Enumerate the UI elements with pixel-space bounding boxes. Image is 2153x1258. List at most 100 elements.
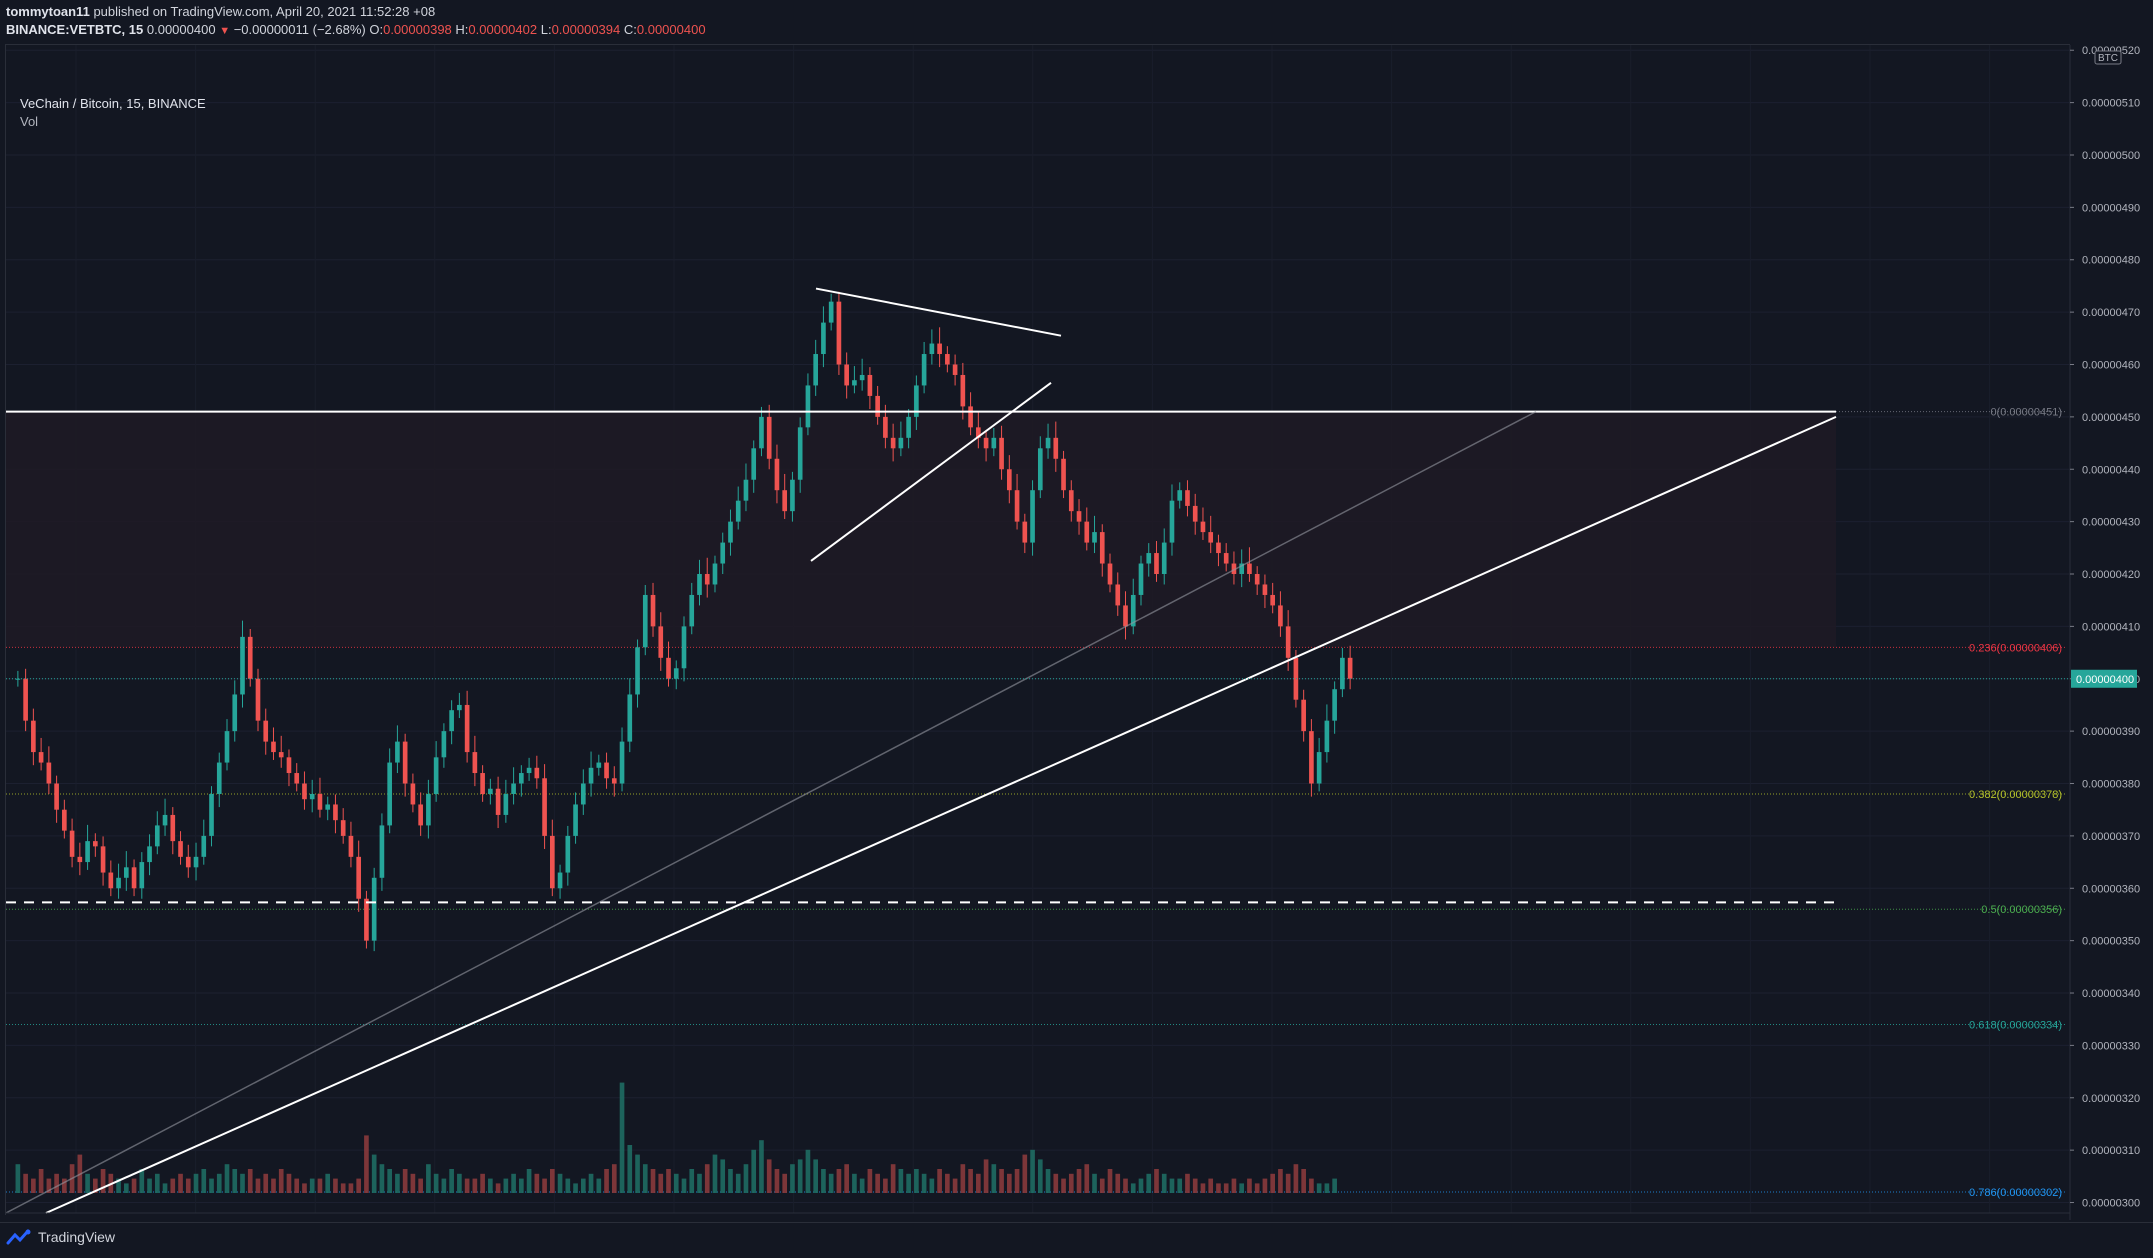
- candle-body: [805, 385, 811, 428]
- candle-body: [1293, 657, 1299, 700]
- candle-body: [743, 479, 749, 501]
- candle-body: [828, 301, 834, 323]
- volume-bar: [286, 1173, 292, 1193]
- candle-body: [193, 856, 199, 868]
- volume-bar: [635, 1154, 640, 1193]
- high-value: 0.00000402: [468, 22, 538, 37]
- candle-body: [1200, 521, 1206, 533]
- candle-body: [1216, 542, 1221, 554]
- volume-bar: [929, 1178, 935, 1193]
- publish-info: tommytoan11 published on TradingView.com…: [6, 3, 435, 21]
- candle-body: [371, 877, 377, 941]
- candle-body: [410, 783, 416, 805]
- time-axis[interactable]: 18:001806:0012:0018:001906:0012:0018:002…: [6, 1212, 2070, 1220]
- tradingview-logo[interactable]: TradingView: [6, 1229, 115, 1245]
- volume-bar: [852, 1173, 857, 1193]
- candle-body: [93, 841, 98, 847]
- volume-bar: [1285, 1173, 1291, 1193]
- candle-body: [712, 563, 718, 585]
- volume-bar: [658, 1173, 664, 1193]
- candle-body: [1208, 532, 1214, 543]
- candle-body: [759, 416, 764, 449]
- candle-body: [611, 778, 617, 784]
- candle-body: [1247, 563, 1252, 575]
- chart-header: tommytoan11 published on TradingView.com…: [0, 0, 2153, 44]
- volume-bar: [426, 1164, 431, 1193]
- volume-bar: [154, 1173, 160, 1193]
- price-chart[interactable]: 0(0.00000451) 0.236(0.00000406) 0.382(0.00…: [6, 45, 2146, 1220]
- candle-body: [635, 647, 640, 695]
- open-value: 0.00000398: [383, 22, 452, 37]
- author-name[interactable]: tommytoan11: [6, 4, 90, 19]
- volume-bar: [100, 1169, 106, 1193]
- volume-bar: [642, 1164, 648, 1193]
- candle-body: [387, 762, 392, 826]
- volume-bar: [294, 1178, 300, 1193]
- candle-body: [85, 841, 90, 863]
- volume-bar: [371, 1154, 377, 1193]
- footer: TradingView: [0, 1222, 2153, 1258]
- volume-bar: [883, 1178, 888, 1193]
- volume-bar: [805, 1149, 811, 1193]
- candle-body: [921, 354, 927, 386]
- volume-bar: [488, 1178, 493, 1193]
- low-label: L:: [540, 22, 552, 37]
- candle-body: [123, 867, 129, 878]
- volume-bar: [557, 1173, 563, 1193]
- volume-bar: [627, 1145, 633, 1193]
- candle-body: [240, 636, 245, 695]
- fib-label: 0.5(0.00000356): [1981, 904, 2062, 916]
- candle-body: [1006, 469, 1012, 491]
- candle-body: [178, 841, 183, 857]
- volume-bar: [1130, 1183, 1136, 1193]
- fib-label: 0.236(0.00000406): [1969, 642, 2062, 654]
- volume-bar: [23, 1173, 28, 1193]
- price-tick-label: 0.00000410: [2082, 621, 2140, 633]
- candle-body: [642, 594, 648, 648]
- candle-body: [976, 427, 981, 438]
- price-tick-label: 0.00000430: [2082, 517, 2140, 529]
- volume-bar: [735, 1173, 741, 1193]
- price-tick-label: 0.00000360: [2082, 883, 2140, 895]
- trend-lines[interactable]: [6, 287, 1837, 1214]
- chart-area[interactable]: 0(0.00000451) 0.236(0.00000406) 0.382(0.00…: [5, 44, 2146, 1220]
- volume-bar: [433, 1173, 439, 1193]
- candle-body: [1231, 563, 1237, 575]
- volume-bar: [712, 1154, 718, 1193]
- candle-body: [1107, 563, 1113, 585]
- candle-body: [472, 752, 478, 774]
- last-price-value: 0.00000400: [2076, 674, 2134, 686]
- candle-body: [139, 862, 145, 889]
- volume-bar: [1239, 1183, 1245, 1193]
- candle-body: [1076, 511, 1082, 522]
- tradingview-logo-icon: [6, 1229, 31, 1245]
- volume-bar: [418, 1178, 423, 1193]
- close-value: 0.00000400: [636, 22, 706, 37]
- volume-bar: [441, 1178, 447, 1193]
- candle-body: [836, 301, 842, 365]
- candle-body: [209, 793, 214, 836]
- volume-bar: [1045, 1169, 1051, 1193]
- volume-bar: [495, 1183, 501, 1193]
- volume-bar: [1037, 1159, 1043, 1193]
- volume-bar: [999, 1169, 1004, 1193]
- candle-body: [1154, 553, 1159, 575]
- volume-bar: [340, 1183, 346, 1193]
- volume-bar: [1076, 1169, 1082, 1193]
- volume-bar: [991, 1164, 997, 1193]
- published-text: published on TradingView.com, April 20, …: [93, 4, 436, 19]
- volume-bar: [1177, 1178, 1183, 1193]
- candle-body: [23, 678, 28, 721]
- candle-body: [418, 804, 423, 826]
- candle-body: [457, 704, 462, 711]
- candle-body: [983, 437, 989, 449]
- candle-body: [511, 783, 516, 794]
- volume-bar: [542, 1178, 547, 1193]
- open-label: O:: [369, 22, 384, 37]
- candle-body: [325, 804, 331, 810]
- volume-bar: [410, 1173, 416, 1193]
- volume-bar: [728, 1169, 733, 1193]
- price-axis[interactable]: 0.00000300 0.00000310 0.00000320 0.00000330…: [6, 45, 2140, 1220]
- candle-body: [813, 354, 818, 386]
- candle-body: [580, 783, 586, 805]
